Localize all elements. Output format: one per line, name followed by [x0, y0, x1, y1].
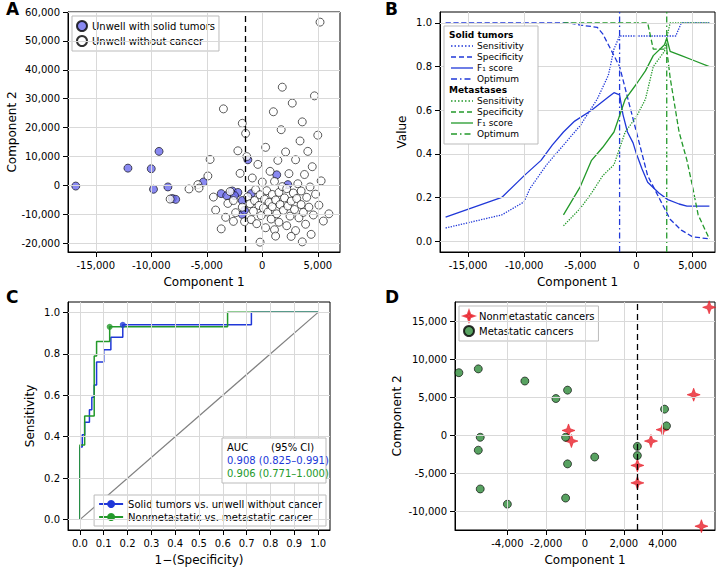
svg-text:0: 0: [633, 260, 639, 271]
svg-text:AUC: AUC: [227, 442, 248, 453]
svg-text:-15,000: -15,000: [449, 260, 488, 271]
svg-text:0.2: 0.2: [120, 538, 136, 549]
svg-text:Component 2: Component 2: [5, 91, 19, 172]
svg-text:0.0: 0.0: [44, 514, 60, 525]
svg-text:Unwell without cancer: Unwell without cancer: [92, 35, 204, 47]
svg-text:Component 1: Component 1: [544, 553, 625, 567]
svg-text:-10,000: -10,000: [408, 506, 447, 517]
svg-text:D: D: [385, 287, 399, 307]
svg-text:Solid tumors: Solid tumors: [449, 30, 513, 40]
svg-text:1.0: 1.0: [310, 538, 326, 549]
svg-text:0.0: 0.0: [72, 538, 88, 549]
svg-text:-5,000: -5,000: [564, 260, 596, 271]
svg-text:0.6: 0.6: [416, 105, 432, 116]
svg-text:-10,000: -10,000: [505, 260, 544, 271]
svg-text:Value: Value: [395, 116, 409, 149]
svg-text:-2,000: -2,000: [530, 538, 562, 549]
svg-text:1.0: 1.0: [44, 307, 60, 318]
svg-text:0.2: 0.2: [416, 192, 432, 203]
svg-text:10,000: 10,000: [412, 354, 447, 365]
svg-text:0.8: 0.8: [416, 61, 432, 72]
svg-text:2,000: 2,000: [609, 538, 638, 549]
svg-text:0.0: 0.0: [416, 236, 432, 247]
svg-text:5,000: 5,000: [303, 260, 332, 271]
svg-text:4,000: 4,000: [648, 538, 677, 549]
svg-text:Specificity: Specificity: [477, 107, 524, 117]
svg-text:10,000: 10,000: [25, 151, 60, 162]
svg-text:Unwell with solid tumors: Unwell with solid tumors: [92, 21, 215, 32]
svg-text:5,000: 5,000: [678, 260, 707, 271]
svg-text:Component 2: Component 2: [390, 375, 404, 456]
svg-text:Component 1: Component 1: [537, 275, 618, 289]
svg-text:Sensitivity: Sensitivity: [477, 96, 525, 106]
svg-text:Optimum: Optimum: [477, 129, 519, 139]
svg-text:0.5: 0.5: [191, 538, 207, 549]
svg-text:Metastases: Metastases: [449, 85, 507, 95]
svg-text:Specificity: Specificity: [477, 52, 524, 62]
svg-text:15,000: 15,000: [412, 316, 447, 327]
svg-text:-15,000: -15,000: [76, 260, 115, 271]
svg-text:-5,000: -5,000: [415, 468, 447, 479]
svg-text:A: A: [6, 0, 20, 19]
svg-text:0.908 (0.825–0.991): 0.908 (0.825–0.991): [227, 455, 329, 466]
svg-text:-4,000: -4,000: [491, 538, 523, 549]
svg-text:30,000: 30,000: [25, 93, 60, 104]
svg-text:-20,000: -20,000: [21, 238, 60, 249]
svg-text:(95% CI): (95% CI): [271, 442, 314, 453]
svg-text:Sensitivity: Sensitivity: [23, 385, 37, 447]
svg-text:20,000: 20,000: [25, 122, 60, 133]
svg-text:0: 0: [582, 538, 588, 549]
svg-text:1.0: 1.0: [416, 17, 432, 28]
svg-text:Solid tumors vs. unwell withou: Solid tumors vs. unwell without cancer: [128, 499, 323, 510]
svg-text:0: 0: [259, 260, 265, 271]
svg-text:0: 0: [441, 430, 447, 441]
svg-text:0.8: 0.8: [263, 538, 279, 549]
svg-text:0.6: 0.6: [215, 538, 231, 549]
svg-text:Nonmetastatic cancers: Nonmetastatic cancers: [479, 311, 594, 322]
svg-text:0.4: 0.4: [416, 148, 432, 159]
svg-text:0.8: 0.8: [44, 348, 60, 359]
svg-text:Optimum: Optimum: [477, 74, 519, 84]
svg-text:C: C: [6, 287, 18, 307]
svg-text:Nonmetastatic vs. metastatic c: Nonmetastatic vs. metastatic cancer: [128, 512, 313, 523]
svg-text:Component 1: Component 1: [163, 275, 244, 289]
svg-text:0.2: 0.2: [44, 473, 60, 484]
svg-text:F₁ score: F₁ score: [477, 63, 513, 73]
svg-text:0.1: 0.1: [96, 538, 112, 549]
svg-text:0: 0: [54, 180, 60, 191]
svg-text:F₁ score: F₁ score: [477, 118, 513, 128]
svg-text:0.6: 0.6: [44, 390, 60, 401]
svg-text:40,000: 40,000: [25, 64, 60, 75]
svg-text:0.9: 0.9: [286, 538, 302, 549]
svg-text:60,000: 60,000: [25, 7, 60, 18]
svg-text:Sensitivity: Sensitivity: [477, 41, 525, 51]
svg-text:0.7: 0.7: [239, 538, 255, 549]
svg-text:0.906 (0.771–1.000): 0.906 (0.771–1.000): [227, 468, 329, 479]
svg-text:0.4: 0.4: [167, 538, 183, 549]
svg-text:B: B: [385, 0, 398, 19]
svg-text:-5,000: -5,000: [191, 260, 223, 271]
svg-text:5,000: 5,000: [418, 392, 447, 403]
svg-text:-10,000: -10,000: [21, 209, 60, 220]
svg-text:0.4: 0.4: [44, 431, 60, 442]
svg-text:Metastatic cancers: Metastatic cancers: [479, 326, 573, 337]
svg-text:-10,000: -10,000: [132, 260, 171, 271]
svg-text:50,000: 50,000: [25, 35, 60, 46]
svg-text:1−(Specificity): 1−(Specificity): [155, 553, 244, 567]
svg-text:0.3: 0.3: [143, 538, 159, 549]
